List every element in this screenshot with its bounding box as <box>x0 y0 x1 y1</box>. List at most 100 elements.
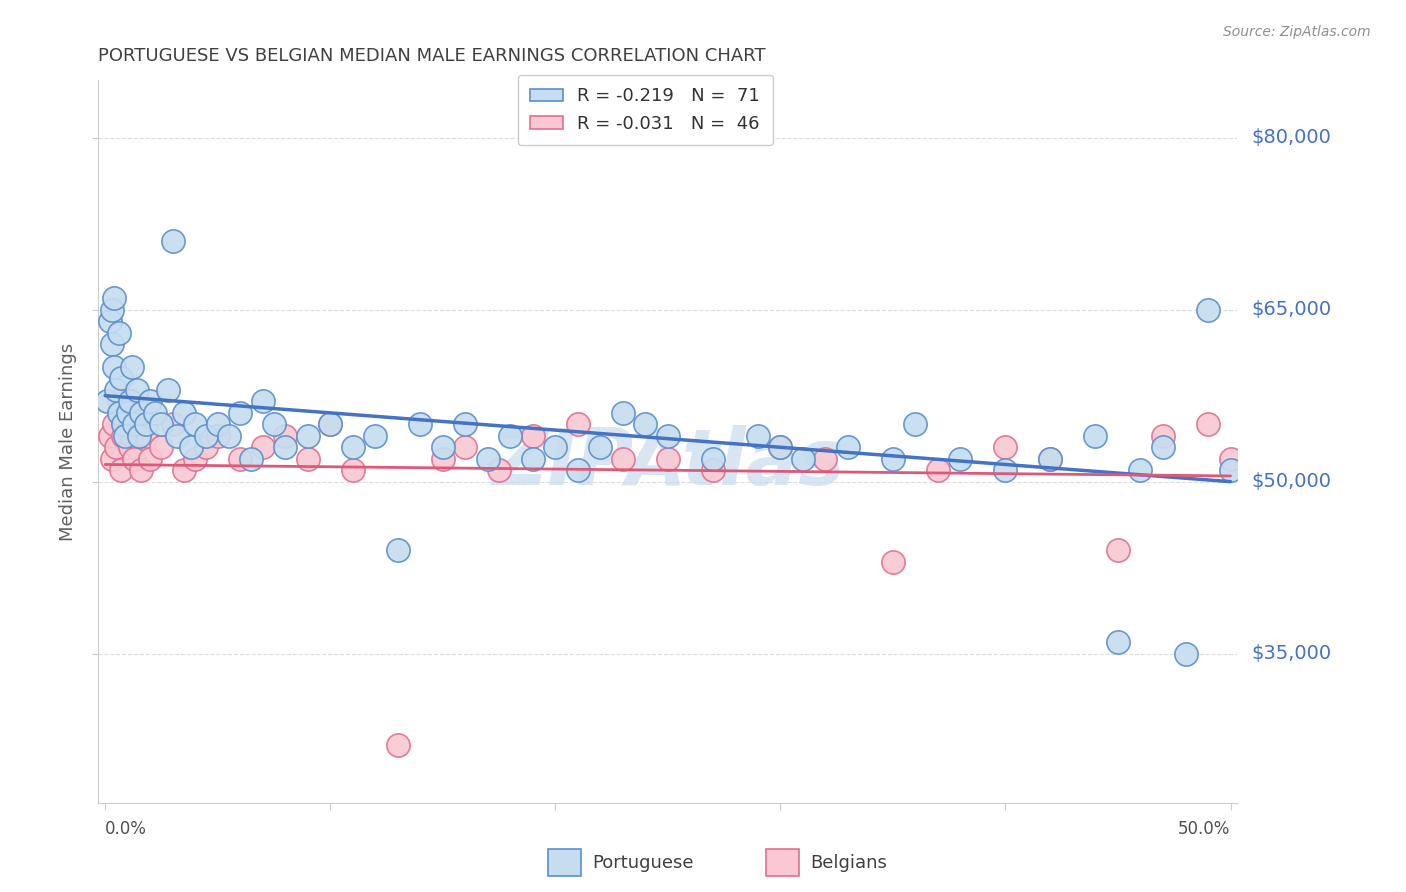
Point <box>432 440 454 454</box>
Point <box>162 234 184 248</box>
Point <box>184 417 207 432</box>
Point <box>118 394 141 409</box>
Point <box>101 451 124 466</box>
Text: Portuguese: Portuguese <box>592 854 693 871</box>
Point <box>105 440 128 454</box>
Point <box>173 406 195 420</box>
Point <box>949 451 972 466</box>
Point <box>274 440 297 454</box>
Text: ZIPAtlas: ZIPAtlas <box>491 425 845 501</box>
Point <box>994 440 1017 454</box>
Point <box>129 463 152 477</box>
Point <box>252 394 274 409</box>
Point <box>522 451 544 466</box>
Point <box>927 463 949 477</box>
Point <box>117 406 139 420</box>
Legend: R = -0.219   N =  71, R = -0.031   N =  46: R = -0.219 N = 71, R = -0.031 N = 46 <box>517 75 772 145</box>
Point <box>124 451 146 466</box>
Point <box>1039 451 1062 466</box>
Point <box>1107 543 1129 558</box>
Text: Source: ZipAtlas.com: Source: ZipAtlas.com <box>1223 25 1371 39</box>
Point <box>240 451 263 466</box>
Point <box>107 394 129 409</box>
Point <box>342 463 364 477</box>
Point <box>110 463 132 477</box>
Point <box>387 739 409 753</box>
Text: 50.0%: 50.0% <box>1178 820 1230 838</box>
Point <box>166 429 188 443</box>
Point <box>747 429 769 443</box>
Point <box>112 429 135 443</box>
Point <box>128 429 150 443</box>
Point <box>103 359 125 374</box>
Point <box>1107 635 1129 649</box>
Point <box>129 406 152 420</box>
Point <box>135 429 157 443</box>
Point <box>342 440 364 454</box>
Point <box>1129 463 1152 477</box>
Point <box>184 451 207 466</box>
Point <box>128 417 150 432</box>
Y-axis label: Median Male Earnings: Median Male Earnings <box>59 343 77 541</box>
Point <box>409 417 432 432</box>
Point <box>477 451 499 466</box>
Point <box>252 440 274 454</box>
Point <box>150 440 173 454</box>
Point <box>125 383 148 397</box>
Text: Belgians: Belgians <box>810 854 887 871</box>
Point <box>522 429 544 443</box>
Point <box>162 417 184 432</box>
Point <box>612 451 634 466</box>
Point <box>101 302 124 317</box>
Point <box>121 429 143 443</box>
Point <box>229 406 252 420</box>
Point <box>1219 451 1241 466</box>
Point <box>488 463 510 477</box>
Point <box>103 291 125 305</box>
Point <box>143 406 166 420</box>
Point <box>274 429 297 443</box>
Text: $35,000: $35,000 <box>1251 644 1331 664</box>
Point <box>297 451 319 466</box>
Point <box>792 451 814 466</box>
Point <box>139 394 162 409</box>
Point <box>1152 440 1174 454</box>
Text: $65,000: $65,000 <box>1251 300 1331 319</box>
Point <box>454 417 477 432</box>
Point <box>98 314 121 328</box>
Point <box>544 440 567 454</box>
Point <box>112 417 135 432</box>
Point <box>1039 451 1062 466</box>
Point <box>96 394 118 409</box>
Point <box>612 406 634 420</box>
Point <box>837 440 859 454</box>
Point <box>105 383 128 397</box>
Point <box>117 406 139 420</box>
Point <box>157 383 180 397</box>
Point <box>207 429 229 443</box>
Point <box>263 417 285 432</box>
Point <box>173 463 195 477</box>
Point <box>297 429 319 443</box>
Point <box>195 429 218 443</box>
Point <box>103 417 125 432</box>
Point <box>702 463 724 477</box>
Point <box>121 359 143 374</box>
Point <box>882 555 904 569</box>
Point <box>229 451 252 466</box>
Point <box>195 440 218 454</box>
Point <box>1152 429 1174 443</box>
Point <box>150 417 173 432</box>
Point <box>319 417 342 432</box>
Point <box>218 429 240 443</box>
Point <box>567 463 589 477</box>
Point <box>567 417 589 432</box>
Text: PORTUGUESE VS BELGIAN MEDIAN MALE EARNINGS CORRELATION CHART: PORTUGUESE VS BELGIAN MEDIAN MALE EARNIN… <box>98 47 766 65</box>
Point <box>657 429 679 443</box>
Point <box>114 429 136 443</box>
Point <box>319 417 342 432</box>
Point <box>107 406 129 420</box>
Point <box>769 440 792 454</box>
Text: 0.0%: 0.0% <box>105 820 148 838</box>
Point <box>1197 417 1219 432</box>
